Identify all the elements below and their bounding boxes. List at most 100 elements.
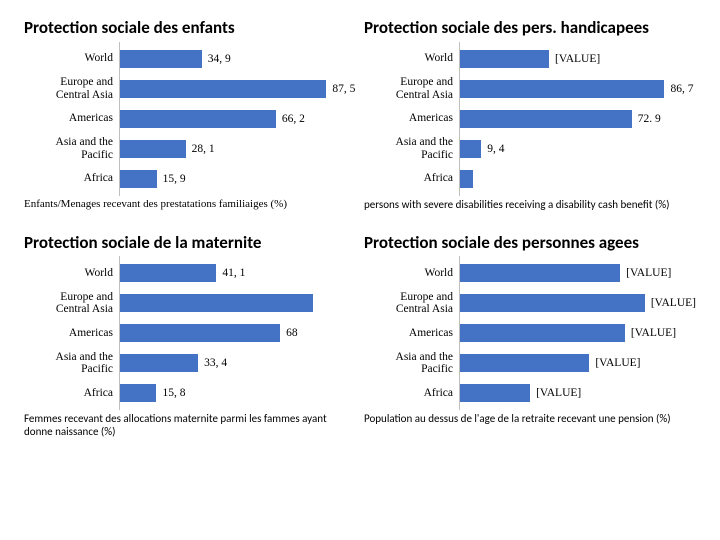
chart-row: Africa 15, 8 <box>24 378 356 408</box>
value-label: [VALUE] <box>536 387 581 399</box>
panel-maternity: Protection sociale de la maternite World 4… <box>24 233 356 439</box>
axis-line <box>459 316 460 350</box>
category-label: Americas <box>24 327 119 340</box>
category-label: Americas <box>24 112 119 125</box>
bar-area: [VALUE] <box>459 348 696 378</box>
chart-row: Europe and Central Asia <box>24 288 356 318</box>
axis-line <box>119 42 120 76</box>
category-label: Europe and Central Asia <box>364 291 459 316</box>
chart-row: Asia and the Pacific33, 4 <box>24 348 356 378</box>
chart-row: Americas 72. 9 <box>364 104 696 134</box>
value-label: 34, 9 <box>208 53 231 65</box>
bar <box>119 384 156 402</box>
chart-row: Americas68 <box>24 318 356 348</box>
category-label: Africa <box>364 387 459 400</box>
chart-row: Asia and the Pacific28, 1 <box>24 134 356 164</box>
chart-row: World 34, 9 <box>24 44 356 74</box>
axis-line <box>119 346 120 380</box>
axis-line <box>119 286 120 320</box>
panel-title: Protection sociale des personnes agees <box>364 233 696 253</box>
bar-chart: World34, 9Europe and Central Asia87, 5Am… <box>24 42 356 194</box>
value-label: [VALUE] <box>631 327 676 339</box>
bar-area: 34, 9 <box>119 44 356 74</box>
axis-line <box>459 42 460 76</box>
bar-area: [VALUE] <box>459 288 696 318</box>
category-label: World <box>24 52 119 65</box>
bar <box>119 294 313 312</box>
chart-caption: persons with severe disabilities receivi… <box>364 198 696 211</box>
chart-row: Americas[VALUE] <box>364 318 696 348</box>
category-label: Americas <box>364 112 459 125</box>
bar-area: 33, 4 <box>119 348 356 378</box>
bar <box>459 170 473 188</box>
bar <box>459 140 481 158</box>
value-label: [VALUE] <box>651 297 696 309</box>
value-label: 15, 8 <box>162 387 185 399</box>
category-label: World <box>24 267 119 280</box>
bar-area: 28, 1 <box>119 134 356 164</box>
bar <box>119 50 202 68</box>
category-label: Asia and the Pacific <box>364 136 459 161</box>
bar <box>119 80 326 98</box>
chart-row: Asia and the Pacific[VALUE] <box>364 348 696 378</box>
bar-area <box>119 288 356 318</box>
panel-children: Protection sociale des enfantsWorld34, 9… <box>24 18 356 211</box>
axis-line <box>459 162 460 196</box>
bar-area: 68 <box>119 318 356 348</box>
category-label: Africa <box>364 172 459 185</box>
axis-line <box>459 286 460 320</box>
bar <box>119 140 186 158</box>
bar-area: 15, 8 <box>119 378 356 408</box>
category-label: World <box>364 267 459 280</box>
chart-row: Africa <box>364 164 696 194</box>
bar <box>119 324 280 342</box>
axis-line <box>119 316 120 350</box>
bar <box>119 170 157 188</box>
bar <box>459 264 620 282</box>
value-label: 41, 1 <box>222 267 245 279</box>
chart-caption: Enfants/Menages recevant des prestatatio… <box>24 198 356 211</box>
value-label: [VALUE] <box>595 357 640 369</box>
bar-area <box>459 164 696 194</box>
value-label: 15, 9 <box>163 173 186 185</box>
bar <box>459 354 589 372</box>
axis-line <box>459 346 460 380</box>
value-label: 87, 5 <box>332 83 355 95</box>
value-label: 72. 9 <box>638 113 661 125</box>
bar <box>119 110 276 128</box>
value-label: 86, 7 <box>670 83 693 95</box>
chart-row: Europe and Central Asia 86, 7 <box>364 74 696 104</box>
axis-line <box>119 162 120 196</box>
bar <box>119 264 216 282</box>
chart-row: Europe and Central Asia [VALUE] <box>364 288 696 318</box>
bar <box>119 354 198 372</box>
chart-caption: Population au dessus de l'age de la retr… <box>364 412 696 425</box>
value-label: 28, 1 <box>192 143 215 155</box>
bar-chart: World41, 1Europe and Central AsiaAmerica… <box>24 256 356 408</box>
bar-area: 66, 2 <box>119 104 356 134</box>
bar-chart: World[VALUE]Europe and Central Asia[VALU… <box>364 256 696 408</box>
bar-area: 87, 5 <box>119 74 356 104</box>
bar <box>459 110 632 128</box>
panel-title: Protection sociale de la maternite <box>24 233 356 253</box>
panel-elderly: Protection sociale des personnes agees Wo… <box>364 233 696 439</box>
value-label: 66, 2 <box>282 113 305 125</box>
value-label: 9, 4 <box>487 143 504 155</box>
bar <box>459 324 625 342</box>
axis-line <box>459 256 460 290</box>
chart-row: World[VALUE] <box>364 258 696 288</box>
value-label: 33, 4 <box>204 357 227 369</box>
axis-line <box>119 376 120 410</box>
category-label: Africa <box>24 172 119 185</box>
axis-line <box>119 132 120 166</box>
chart-row: Americas 66, 2 <box>24 104 356 134</box>
category-label: Europe and Central Asia <box>364 76 459 101</box>
axis-line <box>459 102 460 136</box>
category-label: Africa <box>24 387 119 400</box>
bar <box>459 50 549 68</box>
axis-line <box>459 376 460 410</box>
bar-area: 9, 4 <box>459 134 696 164</box>
bar-area: 15, 9 <box>119 164 356 194</box>
bar <box>459 80 664 98</box>
bar <box>459 384 530 402</box>
